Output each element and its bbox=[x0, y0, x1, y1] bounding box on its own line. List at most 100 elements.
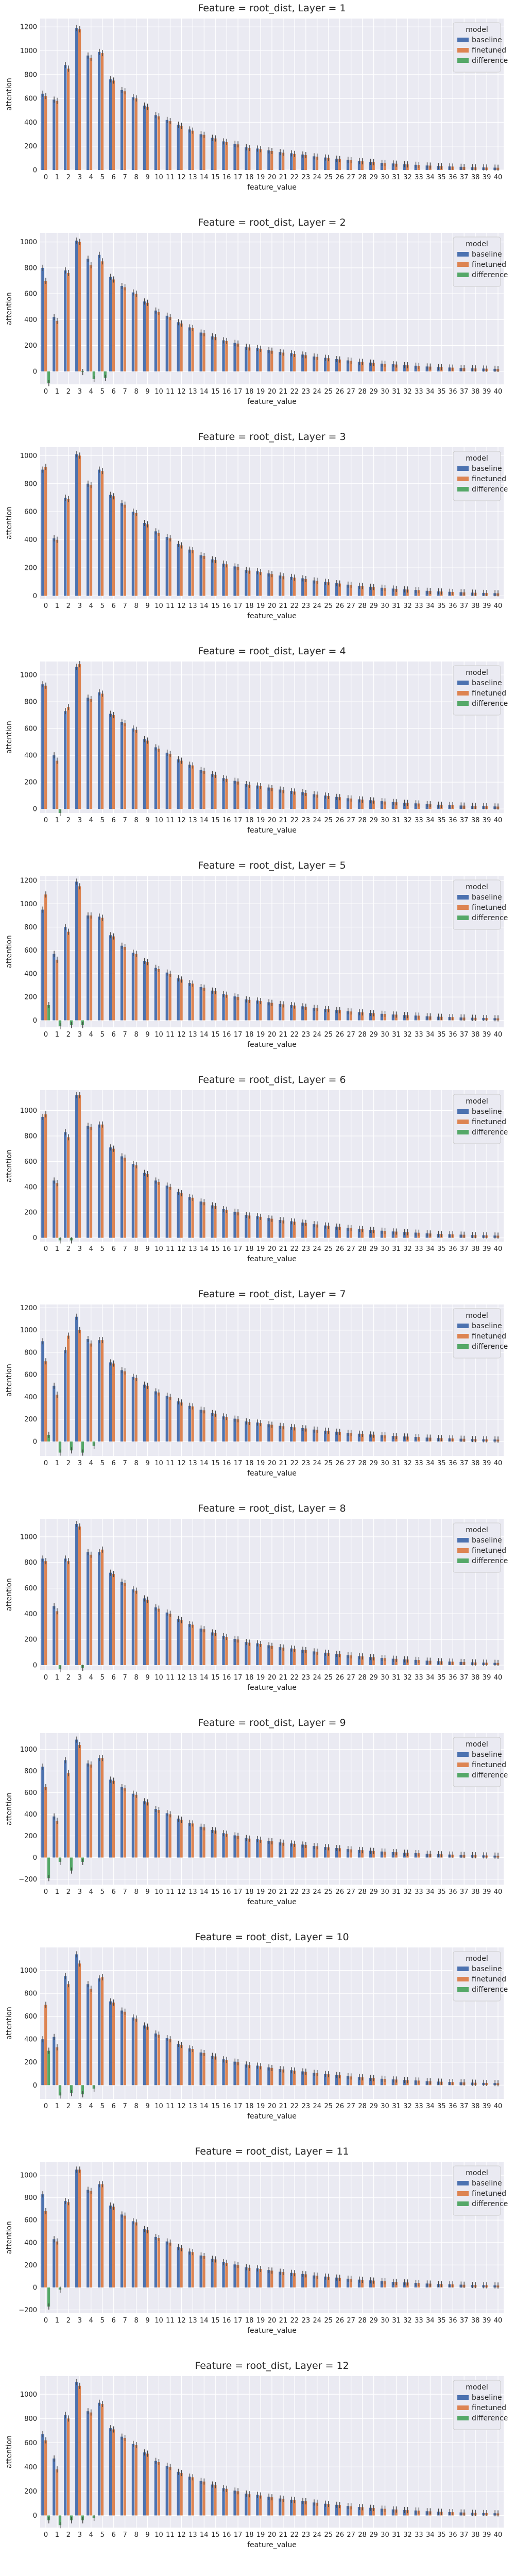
x-tick-label: 15 bbox=[211, 1031, 220, 1039]
y-tick-label: 200 bbox=[24, 2262, 37, 2269]
bar-finetuned bbox=[157, 749, 160, 809]
bar-baseline bbox=[154, 531, 157, 596]
bar-finetuned bbox=[66, 931, 70, 1021]
bar-baseline bbox=[323, 1225, 327, 1238]
bar-finetuned bbox=[202, 771, 205, 809]
bar-finetuned bbox=[293, 353, 296, 371]
x-tick-label: 1 bbox=[55, 174, 59, 181]
legend-label-baseline: baseline bbox=[472, 1536, 502, 1545]
bar-baseline bbox=[109, 1572, 112, 1666]
bar-finetuned bbox=[360, 1656, 364, 1666]
y-tick-label: 0 bbox=[33, 2512, 37, 2520]
bar-finetuned bbox=[66, 1561, 70, 1666]
bar-baseline bbox=[87, 1126, 90, 1238]
bar-baseline bbox=[53, 1606, 56, 1666]
bar-finetuned bbox=[270, 1425, 273, 1442]
x-tick-label: 13 bbox=[188, 174, 197, 181]
bar-finetuned bbox=[293, 791, 296, 809]
x-tick-label: 20 bbox=[268, 1245, 277, 1253]
x-tick-label: 4 bbox=[89, 1888, 93, 1896]
legend-label-finetuned: finetuned bbox=[472, 1975, 506, 1984]
x-tick-label: 27 bbox=[347, 1245, 355, 1253]
bar-finetuned bbox=[123, 1371, 126, 1442]
bar-baseline bbox=[211, 559, 214, 596]
bar-baseline bbox=[64, 1132, 67, 1238]
bar-baseline bbox=[199, 770, 202, 809]
x-tick-label: 10 bbox=[154, 174, 163, 181]
bar-finetuned bbox=[225, 778, 228, 809]
bar-baseline bbox=[222, 141, 225, 170]
chart-panel-layer-5: Feature = root_dist, Layer = 50200400600… bbox=[5, 860, 508, 1049]
bar-baseline bbox=[267, 350, 270, 371]
bar-baseline bbox=[143, 1173, 146, 1238]
bar-baseline bbox=[211, 990, 214, 1021]
x-tick-label: 38 bbox=[471, 1674, 480, 1682]
x-tick-label: 29 bbox=[369, 1888, 378, 1896]
x-tick-label: 35 bbox=[437, 2531, 446, 2539]
x-tick-label: 1 bbox=[55, 1888, 59, 1896]
bar-baseline bbox=[245, 147, 248, 170]
x-tick-label: 4 bbox=[89, 817, 93, 824]
bar-baseline bbox=[131, 728, 135, 809]
x-tick-label: 22 bbox=[290, 1674, 299, 1682]
x-tick-label: 4 bbox=[89, 602, 93, 610]
bar-finetuned bbox=[89, 1127, 93, 1238]
x-tick-label: 9 bbox=[145, 388, 149, 396]
bar-finetuned bbox=[100, 693, 104, 809]
x-tick-label: 15 bbox=[211, 1674, 220, 1682]
x-tick-label: 22 bbox=[290, 2531, 299, 2539]
y-tick-label: 0 bbox=[33, 1438, 37, 1446]
bar-finetuned bbox=[157, 1181, 160, 1238]
chart-title: Feature = root_dist, Layer = 3 bbox=[198, 431, 346, 443]
bar-difference bbox=[70, 2085, 73, 2093]
x-tick-label: 30 bbox=[381, 2531, 389, 2539]
bar-finetuned bbox=[44, 280, 47, 371]
bar-baseline bbox=[120, 286, 124, 371]
legend-swatch-finetuned bbox=[457, 1977, 469, 1981]
y-axis-label: attention bbox=[5, 506, 13, 539]
bar-finetuned bbox=[304, 355, 307, 371]
x-tick-label: 13 bbox=[188, 1674, 197, 1682]
bar-finetuned bbox=[383, 1658, 386, 1666]
bar-baseline bbox=[391, 1658, 394, 1666]
bar-finetuned bbox=[112, 2002, 115, 2086]
bar-baseline bbox=[199, 2481, 202, 2516]
x-tick-label: 18 bbox=[245, 2317, 254, 2325]
bar-finetuned bbox=[157, 312, 160, 371]
bar-baseline bbox=[41, 2194, 44, 2287]
legend-label-baseline: baseline bbox=[472, 2179, 502, 2188]
y-tick-label: 200 bbox=[24, 565, 37, 572]
bar-finetuned bbox=[270, 1646, 273, 1666]
bar-finetuned bbox=[282, 2069, 285, 2086]
x-tick-label: 0 bbox=[44, 1460, 48, 1467]
bar-baseline bbox=[290, 577, 293, 596]
bar-finetuned bbox=[394, 588, 398, 596]
x-tick-label: 10 bbox=[154, 817, 163, 824]
y-tick-label: 1200 bbox=[20, 877, 37, 885]
x-tick-label: 5 bbox=[100, 2531, 105, 2539]
bar-baseline bbox=[335, 359, 338, 371]
bar-finetuned bbox=[338, 1848, 341, 1858]
bar-baseline bbox=[165, 1185, 168, 1238]
x-tick-label: 40 bbox=[494, 817, 503, 824]
bar-baseline bbox=[165, 537, 168, 596]
bar-difference bbox=[58, 1441, 62, 1453]
x-tick-label: 15 bbox=[211, 2531, 220, 2539]
x-tick-label: 25 bbox=[324, 388, 333, 396]
bar-baseline bbox=[233, 2264, 236, 2287]
legend-label-difference: difference bbox=[472, 1986, 508, 1994]
legend-title: model bbox=[466, 454, 488, 463]
bar-finetuned bbox=[157, 1392, 160, 1442]
bar-baseline bbox=[64, 270, 67, 371]
bar-baseline bbox=[245, 999, 248, 1021]
x-tick-label: 38 bbox=[471, 388, 480, 396]
bar-finetuned bbox=[180, 2045, 183, 2086]
bar-finetuned bbox=[112, 1781, 115, 1858]
x-tick-label: 17 bbox=[234, 174, 243, 181]
legend-label-difference: difference bbox=[472, 1557, 508, 1565]
x-tick-label: 1 bbox=[55, 1674, 59, 1682]
bar-finetuned bbox=[248, 999, 251, 1021]
bar-baseline bbox=[120, 1156, 124, 1238]
x-tick-label: 37 bbox=[460, 1031, 469, 1039]
x-tick-label: 0 bbox=[44, 2531, 48, 2539]
